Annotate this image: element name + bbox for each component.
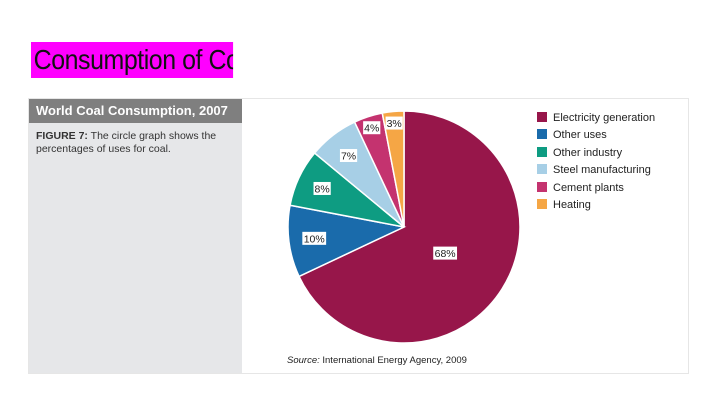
legend-item: Cement plants [537, 180, 687, 197]
legend-label: Steel manufacturing [553, 164, 651, 177]
data-label-bg [339, 149, 358, 163]
caption-label: FIGURE 7: [36, 130, 88, 142]
legend-label: Electricity generation [553, 112, 656, 124]
legend-swatch [537, 112, 547, 122]
legend-swatch [537, 146, 547, 157]
legend-swatch [537, 129, 547, 140]
legend-item: Electricity generation [537, 110, 687, 127]
data-label: 7% [341, 151, 356, 163]
chart-source: Source: International Energy Agency, 200… [287, 355, 467, 366]
data-label: 3% [387, 118, 402, 130]
chart-legend: Electricity generation Other uses Other in… [537, 110, 687, 214]
caption-text: The circle graph shows the percentages o… [36, 130, 217, 155]
legend-swatch [537, 181, 547, 192]
figure-header: World Coal Consumption, 2007 [29, 99, 242, 123]
pie-slice-heating [381, 110, 405, 228]
data-label-bg [313, 181, 331, 195]
data-label-bg [302, 231, 327, 245]
source-label: Source: [287, 355, 320, 366]
legend-label: Heating [553, 198, 591, 211]
data-label-bg [385, 116, 403, 130]
legend-swatch [537, 164, 547, 175]
legend-item: Other uses [537, 127, 687, 144]
data-label: 4% [364, 123, 379, 135]
chart-figure: World Coal Consumption, 2007 FIGURE 7: T… [28, 98, 689, 374]
source-text: International Energy Agency, 2009 [319, 355, 467, 366]
legend-swatch [537, 198, 547, 209]
legend-item: Heating [537, 197, 687, 214]
data-label-bg [433, 246, 458, 260]
legend-item: Steel manufacturing [537, 162, 687, 179]
data-label: 10% [304, 233, 325, 245]
data-label: 8% [315, 183, 330, 195]
figure-caption: FIGURE 7: The circle graph shows the per… [36, 130, 236, 156]
legend-label: Other uses [553, 129, 607, 142]
pie-slice-electricity-generation [298, 110, 521, 344]
figure-side-panel: World Coal Consumption, 2007 FIGURE 7: T… [29, 99, 242, 373]
pie-chart: 68% 10% 8% 7% 4% 3% [287, 110, 521, 344]
pie-slice-other-uses [287, 204, 407, 278]
slide-title: Consumption of Coal [31, 42, 234, 78]
data-label: 68% [435, 248, 456, 260]
legend-label: Cement plants [553, 181, 624, 194]
data-label-bg [363, 121, 381, 135]
legend-label: Other industry [553, 146, 623, 159]
legend-item: Other industry [537, 145, 687, 162]
